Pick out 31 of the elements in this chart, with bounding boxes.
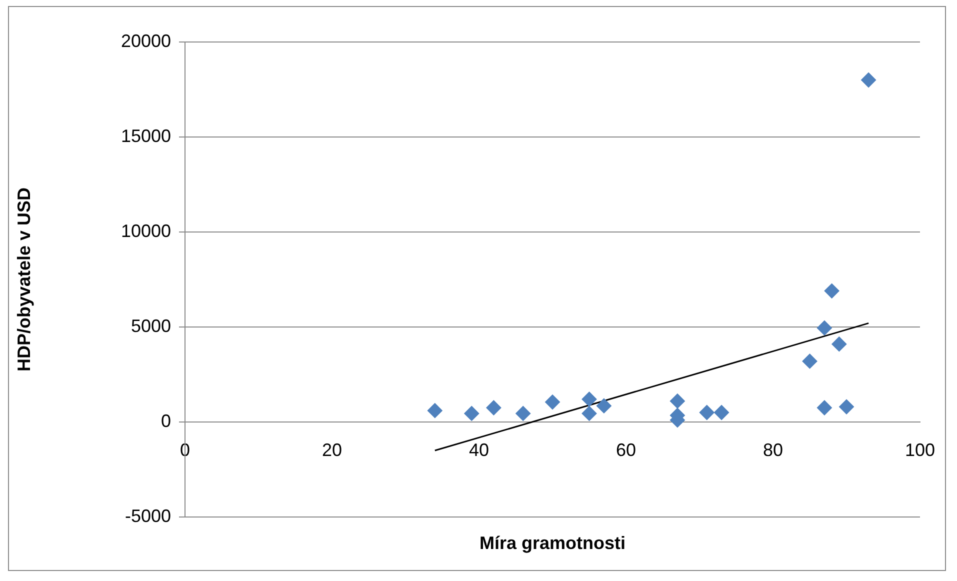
point [816,400,832,416]
point [714,405,730,420]
point [464,406,480,421]
point [816,320,832,336]
point [699,405,714,420]
x-axis-title: Míra gramotnosti [479,532,626,553]
point [486,400,502,416]
point [596,398,612,414]
point [832,336,847,352]
y-tick-label: -5000 [124,506,171,526]
y-tick-label: 5000 [130,316,171,336]
point [427,403,442,418]
x-tick-label: 100 [904,440,936,460]
x-tick-label: 40 [468,440,490,460]
point [545,394,560,410]
point [670,394,685,409]
x-tick-label: 80 [762,440,784,460]
point [839,399,854,414]
y-axis-title: HDP/obyvatele v USD [14,187,34,372]
point [582,406,597,421]
y-tick-label: 15000 [120,126,171,146]
x-tick-label: 20 [322,440,342,460]
point [582,392,597,407]
x-tick-label: 60 [616,440,636,460]
point [824,283,840,298]
point [802,354,818,369]
y-tick-label: 20000 [120,30,171,51]
point [516,406,531,421]
y-tick-label: 10000 [120,220,171,241]
point [861,72,876,88]
y-tick-label: 0 [160,410,171,431]
